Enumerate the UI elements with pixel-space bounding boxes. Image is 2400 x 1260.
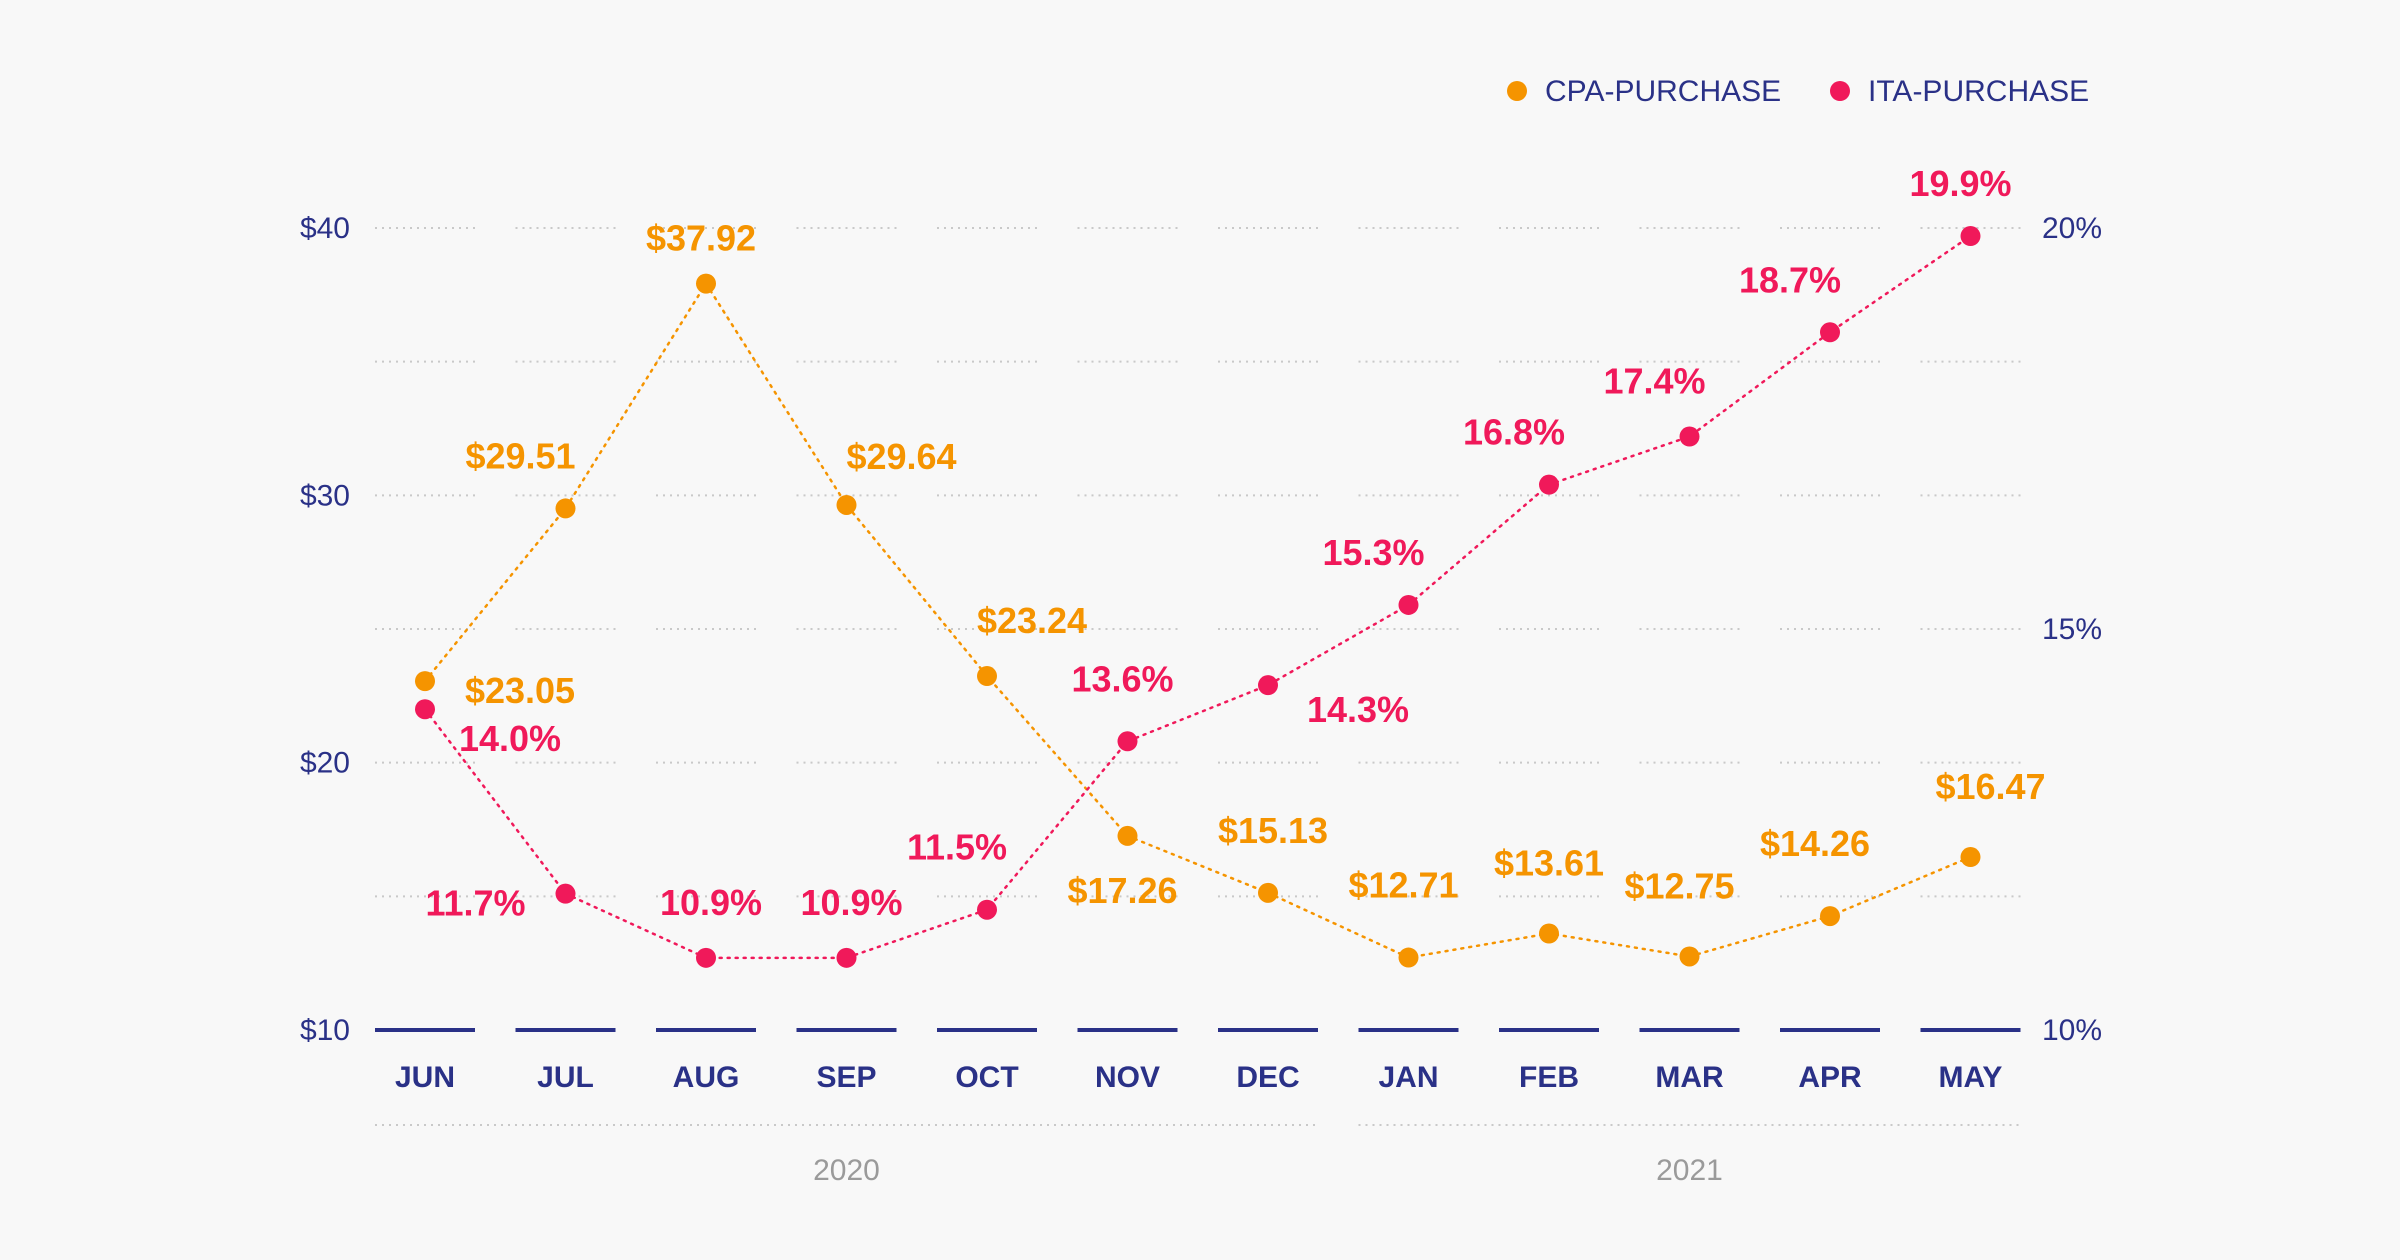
- series-line-ita-purchase: [423, 234, 1972, 960]
- data-label: 11.7%: [425, 883, 525, 924]
- x-axis-tick-label: APR: [1798, 1061, 1862, 1094]
- x-axis-tick-label: MAY: [1939, 1061, 2003, 1094]
- x-axis-tick-label: MAR: [1655, 1061, 1724, 1094]
- data-point: [696, 273, 716, 294]
- data-point: [1258, 882, 1278, 903]
- data-label: $12.75: [1624, 865, 1734, 906]
- data-label: 11.5%: [907, 827, 1007, 868]
- data-point: [977, 666, 997, 687]
- x-axis-tick-label: JAN: [1378, 1061, 1438, 1094]
- data-label: $29.64: [846, 436, 956, 477]
- series-points: [415, 226, 1981, 968]
- x-axis-tick-label: NOV: [1095, 1061, 1160, 1094]
- data-point: [1398, 594, 1419, 615]
- data-label: $12.71: [1348, 865, 1458, 906]
- x-axis-tick-label: FEB: [1519, 1061, 1579, 1094]
- data-label: 16.8%: [1463, 412, 1565, 453]
- data-label: 17.4%: [1603, 361, 1705, 402]
- left-axis: $10 $20 $30 $40: [300, 212, 350, 1047]
- legend-marker: [1507, 81, 1527, 101]
- data-label: 10.9%: [660, 882, 762, 923]
- data-label: 14.3%: [1307, 689, 1409, 730]
- x-axis-tick-label: DEC: [1236, 1061, 1299, 1094]
- data-label: 14.0%: [459, 718, 561, 759]
- series-labels: $23.05 $29.51 $37.92 $29.64 $23.24 $17.26 $15.…: [425, 163, 2045, 924]
- data-point: [1117, 731, 1138, 752]
- data-point: [1398, 947, 1419, 968]
- data-point: [1960, 847, 1981, 868]
- data-label: $29.51: [465, 435, 575, 476]
- x-axis-tick-label: OCT: [955, 1061, 1018, 1094]
- data-point: [1820, 322, 1840, 343]
- data-label: $37.92: [646, 218, 756, 259]
- data-label: 15.3%: [1322, 532, 1424, 573]
- legend-label: ITA-PURCHASE: [1868, 75, 2089, 108]
- x-axis-tick-label: AUG: [673, 1061, 740, 1094]
- data-point: [836, 494, 857, 515]
- right-axis-tick-label: 10%: [2042, 1014, 2102, 1047]
- data-point: [1117, 825, 1138, 846]
- left-axis-tick-label: $20: [300, 747, 350, 780]
- x-axis-tick-label: JUN: [395, 1061, 455, 1094]
- data-label: 13.6%: [1071, 658, 1173, 699]
- data-label: $15.13: [1218, 810, 1328, 851]
- data-label: $16.47: [1935, 766, 2045, 807]
- data-point: [1679, 426, 1700, 447]
- right-axis: 10% 15% 20%: [2042, 212, 2102, 1047]
- data-point: [696, 947, 716, 968]
- data-label: 18.7%: [1739, 259, 1841, 300]
- data-point: [1539, 923, 1559, 944]
- year-label: 2021: [1656, 1154, 1723, 1187]
- data-point: [555, 883, 576, 904]
- data-point: [1960, 226, 1981, 247]
- data-label: 10.9%: [800, 882, 902, 923]
- right-axis-tick-label: 20%: [2042, 212, 2102, 245]
- series-line-cpa-purchase: [423, 281, 1972, 959]
- data-label: $13.61: [1494, 842, 1604, 883]
- x-axis-tick-label: JUL: [537, 1061, 594, 1094]
- x-axis-tick-label: SEP: [816, 1061, 876, 1094]
- x-axis: JUN JUL AUG SEP OCT NOV DEC JAN FEB MAR APR MAY 2020…: [375, 1028, 2021, 1187]
- data-label: $14.26: [1760, 823, 1870, 864]
- legend-marker: [1830, 81, 1850, 101]
- right-axis-tick-label: 15%: [2042, 613, 2102, 646]
- data-point: [415, 699, 435, 720]
- data-label: 19.9%: [1909, 163, 2011, 204]
- left-axis-tick-label: $10: [300, 1014, 350, 1047]
- data-point: [977, 899, 997, 920]
- left-axis-tick-label: $40: [300, 212, 350, 245]
- data-label: $23.05: [465, 670, 575, 711]
- data-point: [555, 498, 576, 519]
- left-axis-tick-label: $30: [300, 479, 350, 512]
- data-point: [1679, 946, 1700, 967]
- data-point: [1539, 474, 1559, 495]
- year-label: 2020: [813, 1154, 880, 1187]
- data-point: [836, 947, 857, 968]
- legend-label: CPA-PURCHASE: [1545, 75, 1781, 108]
- legend: CPA-PURCHASE ITA-PURCHASE: [1507, 75, 2089, 108]
- data-point: [415, 671, 435, 692]
- data-point: [1820, 906, 1840, 927]
- data-label: $17.26: [1067, 870, 1177, 911]
- data-label: $23.24: [977, 600, 1087, 641]
- data-point: [1258, 675, 1278, 696]
- series-lines: [423, 234, 1972, 960]
- grid-lines: [375, 227, 2021, 898]
